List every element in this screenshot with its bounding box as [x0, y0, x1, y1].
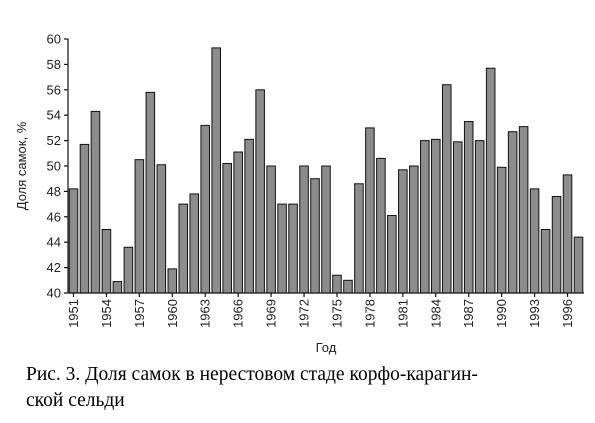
bar-1988	[474, 140, 485, 294]
y-tick-label: 46	[47, 209, 61, 224]
x-tick-label: 1987	[461, 299, 476, 328]
bar-1974	[321, 165, 331, 294]
figure-caption: Рис. 3. Доля самок в нерестовом стаде ко…	[26, 362, 586, 414]
bar-1962	[189, 193, 200, 294]
bar-1966	[233, 151, 243, 294]
bar-1972	[299, 165, 309, 294]
x-tick-label: 1960	[165, 299, 180, 328]
y-tick-label: 60	[47, 32, 61, 47]
y-tick-label: 40	[47, 286, 61, 301]
y-tick-label: 44	[47, 235, 61, 250]
y-tick-label: 48	[47, 184, 61, 199]
bar-1953	[90, 110, 101, 294]
x-tick-label: 1978	[362, 299, 377, 328]
caption-line-2: ской сельди	[26, 390, 125, 411]
y-tick-label: 56	[47, 82, 61, 97]
x-axis-label: Год	[316, 340, 337, 355]
x-tick-label: 1963	[198, 299, 213, 328]
y-tick-label: 42	[47, 260, 61, 275]
bar-1989	[485, 67, 496, 294]
x-tick-label: 1993	[527, 299, 542, 328]
bar-1959	[156, 164, 167, 294]
bar-1952	[79, 143, 90, 294]
y-tick-label: 52	[47, 133, 61, 148]
bar-1954	[101, 229, 112, 294]
bar-1960	[167, 268, 178, 294]
bar-1993	[529, 188, 540, 294]
bar-1982	[409, 165, 419, 294]
x-tick-label: 1990	[494, 299, 509, 328]
x-tick-label: 1975	[329, 299, 344, 328]
bar-1970	[277, 203, 287, 294]
bar-1968	[255, 89, 265, 294]
bar-1978	[365, 127, 375, 294]
bar-1956	[123, 246, 134, 294]
x-ticks-group: 1951 1954 1957 1960 1963 1966 1969 1972 1975 1978…	[66, 293, 575, 328]
bar-1994	[540, 229, 551, 294]
x-tick-label: 1951	[66, 299, 81, 328]
bar-1979	[376, 157, 386, 294]
bar-1995	[551, 195, 562, 294]
bar-1961	[178, 203, 189, 294]
bar-1957	[134, 159, 145, 294]
bar-1997	[573, 236, 584, 294]
bar-1996	[562, 174, 573, 294]
bar-1985	[441, 84, 452, 294]
bar-1955	[112, 281, 123, 294]
x-tick-label: 1981	[395, 299, 410, 328]
y-tick-label: 54	[47, 108, 61, 123]
bar-1976	[343, 279, 353, 294]
bar-1975	[332, 274, 342, 294]
x-tick-label: 1957	[132, 299, 147, 328]
y-tick-label: 50	[47, 159, 61, 174]
bar-1967	[244, 138, 254, 294]
bar-1973	[310, 178, 320, 294]
bar-1986	[452, 141, 463, 294]
bar-1983	[420, 140, 430, 294]
bar-1984	[431, 138, 441, 294]
bar-1963	[200, 124, 211, 294]
x-tick-label: 1972	[297, 299, 312, 328]
bar-1992	[518, 126, 529, 294]
bar-1990	[496, 166, 507, 294]
caption-line-1: Рис. 3. Доля самок в нерестовом стаде ко…	[26, 364, 478, 385]
bar-1991	[507, 131, 518, 294]
bar-1964	[211, 47, 221, 294]
x-tick-label: 1984	[428, 299, 443, 328]
bars-group	[68, 47, 584, 294]
bar-1987	[463, 121, 474, 294]
bar-1965	[222, 162, 232, 294]
bar-1971	[288, 203, 298, 294]
x-tick-label: 1969	[264, 299, 279, 328]
bar-1981	[398, 169, 408, 294]
y-tick-label: 58	[47, 57, 61, 72]
x-tick-label: 1966	[231, 299, 246, 328]
bar-1958	[145, 91, 156, 294]
bar-1951	[68, 188, 79, 294]
x-tick-label: 1954	[99, 299, 114, 328]
bar-1977	[354, 183, 364, 294]
y-ticks-group: 40 42 44 46 48 50 52 54 56 58 60	[47, 32, 68, 301]
bar-1969	[266, 165, 276, 294]
bar-1980	[387, 215, 397, 294]
y-axis-label: Доля самок, %	[14, 121, 29, 210]
x-tick-label: 1996	[560, 299, 575, 328]
